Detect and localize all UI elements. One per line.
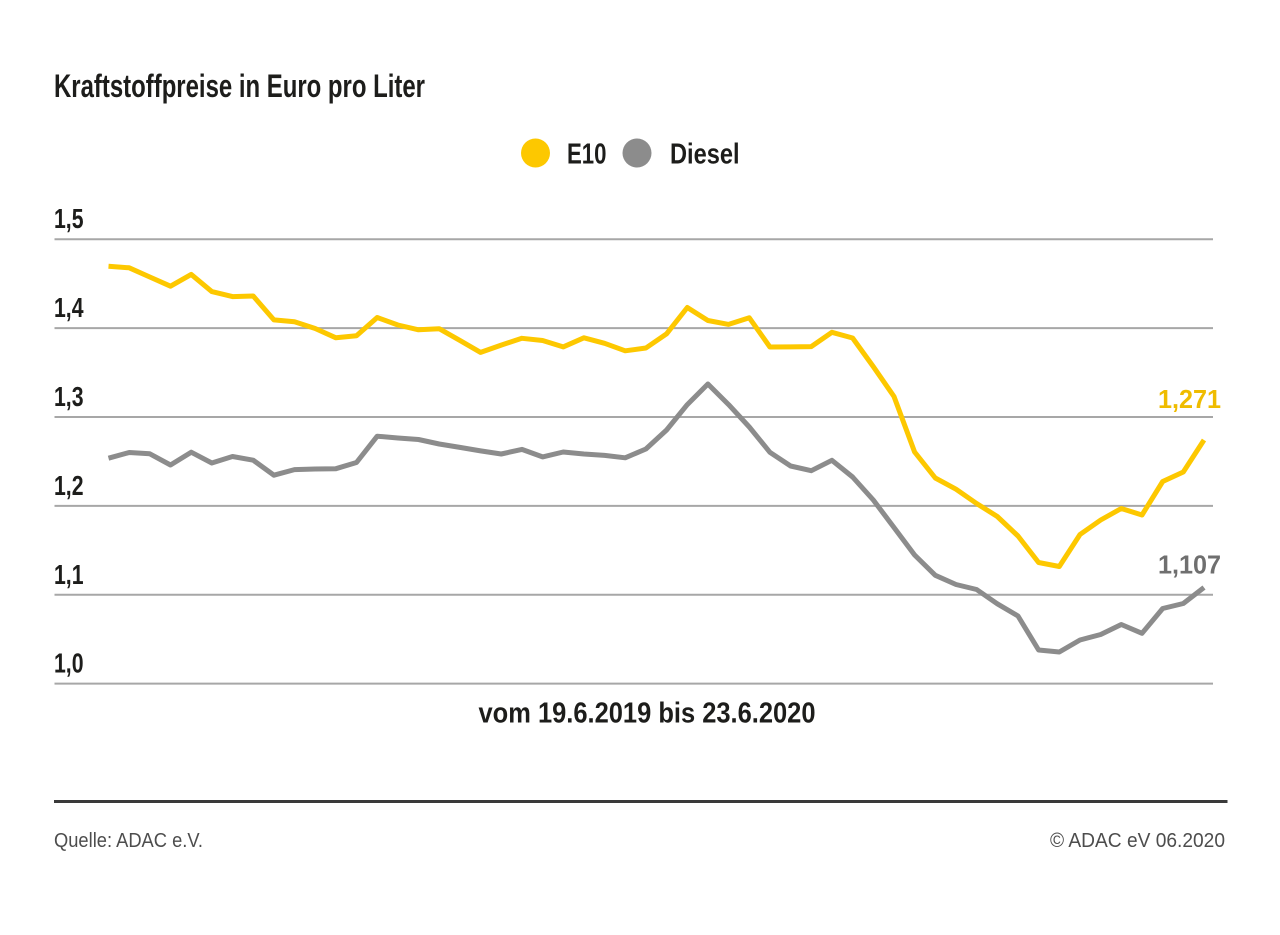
svg-text:E10: E10 xyxy=(567,139,607,171)
svg-text:© ADAC eV 06.2020: © ADAC eV 06.2020 xyxy=(1050,830,1225,852)
svg-text:1,0: 1,0 xyxy=(54,648,84,679)
svg-text:1,1: 1,1 xyxy=(54,559,84,590)
svg-text:1,3: 1,3 xyxy=(54,381,84,412)
svg-text:Quelle: ADAC e.V.: Quelle: ADAC e.V. xyxy=(54,830,203,852)
svg-text:1,2: 1,2 xyxy=(54,470,84,501)
svg-text:1,4: 1,4 xyxy=(54,292,84,323)
svg-text:1,5: 1,5 xyxy=(54,203,84,234)
svg-text:vom 19.6.2019 bis 23.6.2020: vom 19.6.2019 bis 23.6.2020 xyxy=(479,698,816,730)
svg-text:1,271: 1,271 xyxy=(1158,384,1221,414)
svg-text:Kraftstoffpreise in Euro pro L: Kraftstoffpreise in Euro pro Liter xyxy=(54,68,425,104)
svg-text:Diesel: Diesel xyxy=(670,139,740,171)
svg-text:1,107: 1,107 xyxy=(1158,550,1221,580)
